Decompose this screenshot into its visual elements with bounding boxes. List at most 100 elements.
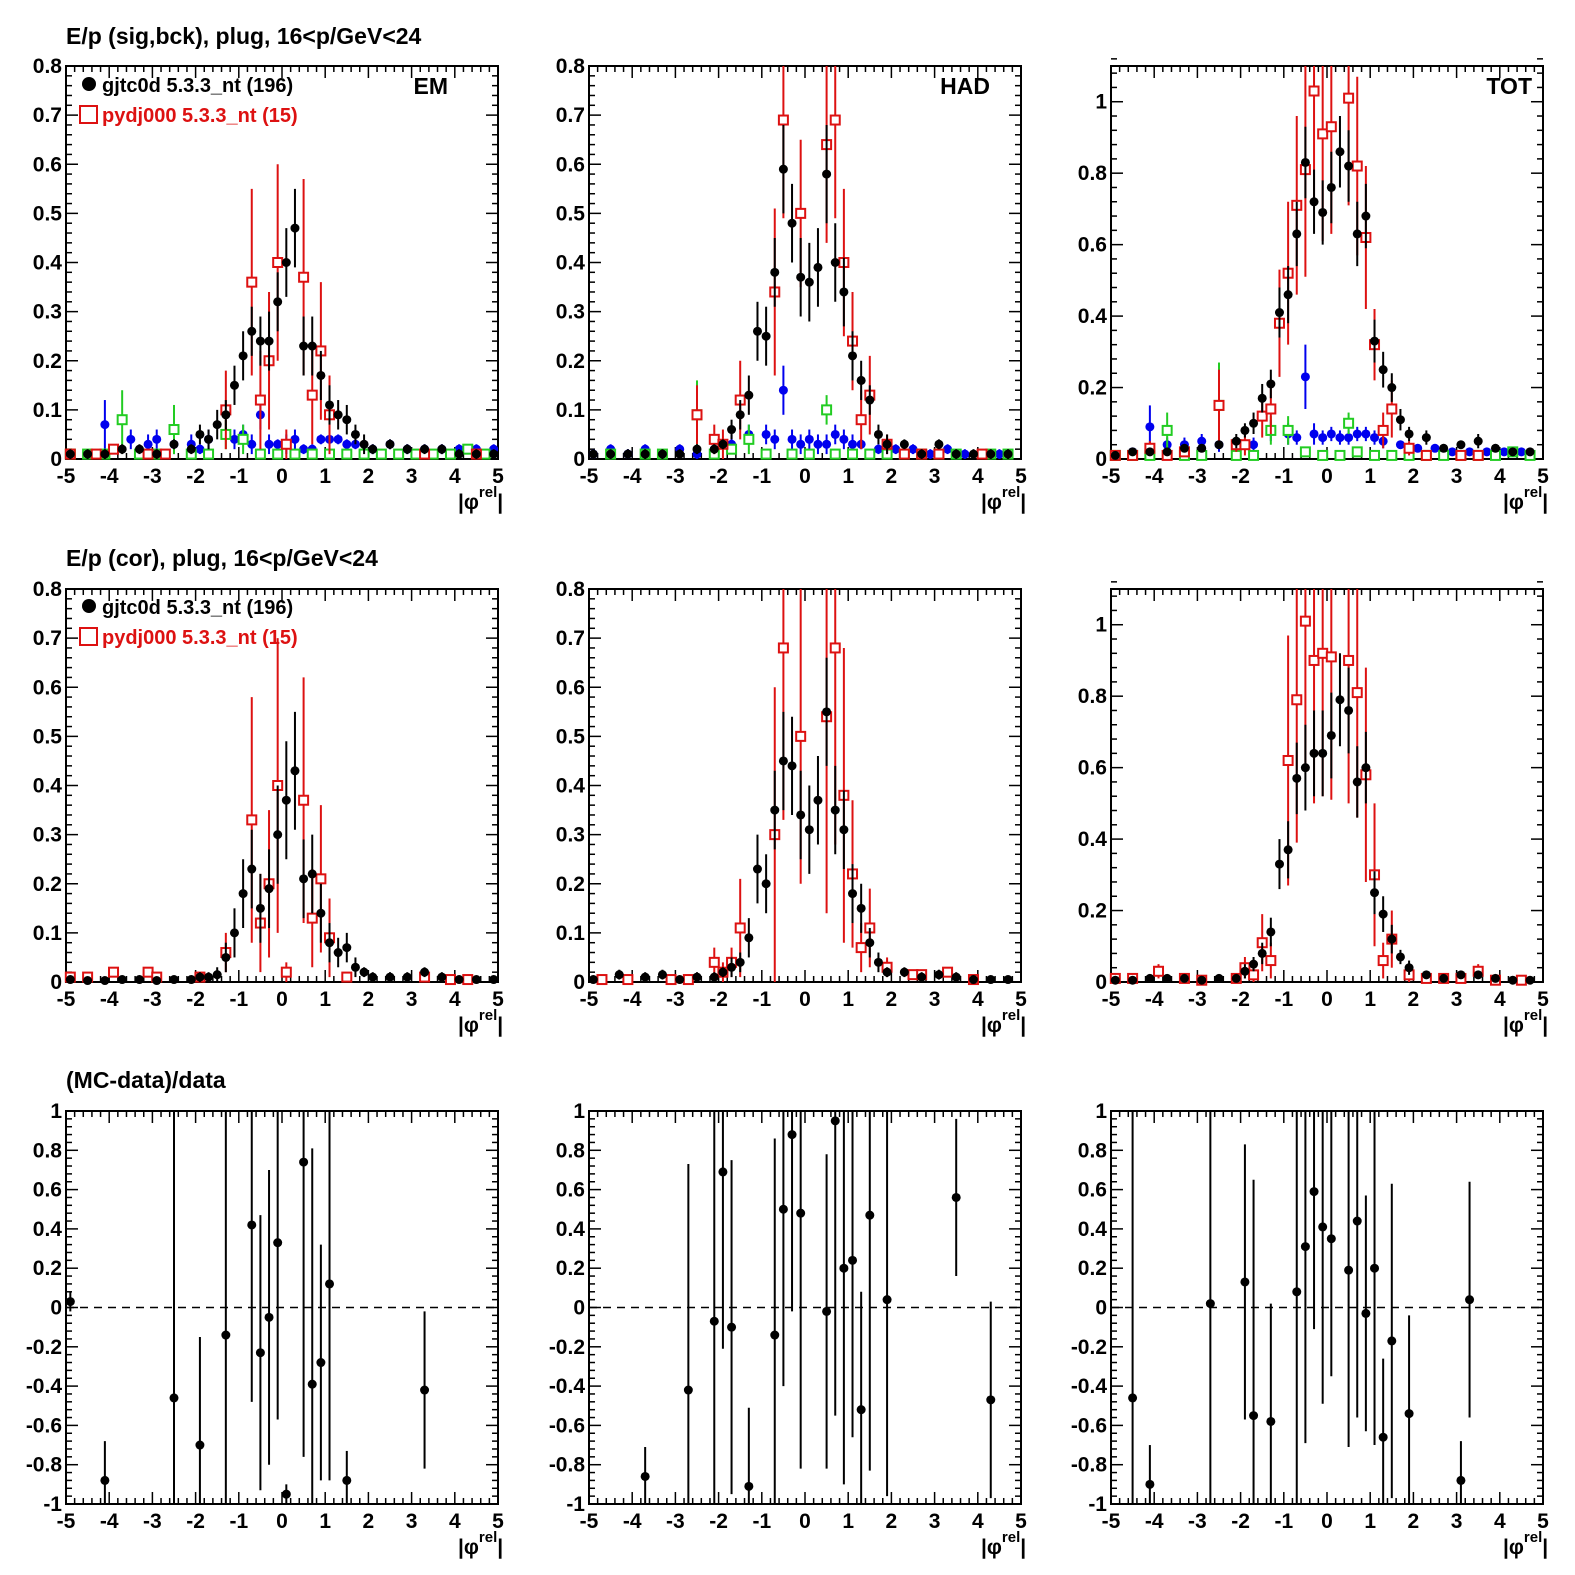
data-point [1413, 443, 1423, 453]
data-point [1490, 973, 1500, 983]
data-point [1447, 447, 1457, 457]
data-point [333, 948, 343, 958]
data-point [316, 434, 326, 444]
data-point [195, 1440, 205, 1450]
data-point [204, 434, 214, 444]
data-point [255, 1348, 265, 1358]
data-point [333, 410, 343, 420]
y-tick-label: -0.8 [549, 1454, 586, 1477]
x-tick-label: -5 [1102, 1510, 1121, 1533]
data-point [1248, 969, 1260, 981]
data-point [898, 448, 910, 460]
data-point [813, 439, 823, 449]
data-point [1404, 963, 1414, 973]
data-point [1352, 229, 1362, 239]
data-point [743, 433, 755, 445]
x-tick-label: -3 [1188, 988, 1207, 1011]
data-point [787, 1130, 797, 1140]
x-tick-label: -2 [709, 988, 728, 1011]
data-point [657, 970, 667, 980]
data-point [882, 967, 892, 977]
data-point [986, 975, 996, 985]
y-tick-label: 0.7 [33, 104, 62, 127]
x-tick-label: 1 [319, 988, 331, 1011]
data-point [341, 971, 353, 983]
y-tick-label: 1 [1095, 1100, 1107, 1123]
data-point [682, 974, 694, 986]
data-point [65, 1297, 75, 1307]
data-point [342, 1475, 352, 1485]
data-point [1370, 888, 1380, 898]
data-point [420, 967, 430, 977]
data-point [899, 439, 909, 449]
data-point [454, 449, 464, 459]
x-axis-label: |φrel| [1503, 1007, 1548, 1037]
data-point [281, 795, 291, 805]
x-tick-label: 4 [972, 988, 984, 1011]
x-tick-label: -4 [100, 988, 119, 1011]
x-tick-label: 3 [929, 988, 941, 1011]
data-point [803, 448, 815, 460]
data-point [727, 425, 737, 435]
data-point [1179, 973, 1189, 983]
x-tick-label: -3 [666, 465, 685, 488]
data-point [316, 370, 326, 380]
data-point [1351, 687, 1363, 699]
data-point [212, 420, 222, 430]
x-tick-label: -1 [1274, 1510, 1293, 1533]
data-point [744, 390, 754, 400]
data-point [709, 444, 719, 454]
data-point [1325, 651, 1337, 663]
x-tick-label: -3 [1188, 465, 1207, 488]
data-point [1430, 443, 1440, 453]
data-point [299, 1157, 309, 1167]
x-tick-label: -1 [1274, 465, 1293, 488]
data-point [385, 972, 395, 982]
data-point [856, 1405, 866, 1415]
series-0 [65, 711, 499, 986]
y-tick-label: 0.4 [33, 1218, 63, 1241]
x-tick-label: 4 [1494, 1510, 1506, 1533]
data-point [1309, 1187, 1319, 1197]
y-tick-label: 0.5 [33, 202, 63, 225]
data-point [830, 258, 840, 267]
data-point [1214, 440, 1224, 450]
data-point [273, 297, 283, 307]
data-point [134, 444, 144, 454]
legend-data-label: gjtc0d 5.3.3_nt (196) [102, 597, 293, 619]
data-point [856, 375, 866, 385]
y-tick-label: -0.6 [1071, 1414, 1107, 1437]
y-tick-label: 0.4 [33, 775, 63, 798]
series-0 [588, 124, 1013, 459]
data-point [960, 449, 970, 459]
data-point [683, 1385, 693, 1395]
data-point [238, 889, 248, 899]
y-tick-label: 0.8 [1078, 1139, 1108, 1162]
y-tick-label: 0.4 [1078, 1218, 1108, 1241]
data-point [1214, 973, 1224, 983]
legend-top: gjtc0d 5.3.3_nt (196) pydj000 5.3.3_nt (… [79, 75, 298, 127]
y-tick-label: -0.4 [26, 1375, 63, 1398]
data-point [65, 449, 75, 459]
x-tick-label: 3 [1451, 1510, 1463, 1533]
x-tick-label: 3 [406, 1510, 418, 1533]
panel-tag-tot: TOT [1486, 73, 1532, 99]
data-point [1317, 128, 1329, 140]
panel-tag-em: EM [414, 73, 449, 99]
x-tick-label: 4 [449, 1510, 461, 1533]
data-point [1283, 845, 1293, 855]
data-point [255, 336, 265, 346]
data-point [100, 420, 110, 430]
legend-mc-marker [79, 627, 98, 646]
data-point [718, 1167, 728, 1177]
data-point [1335, 433, 1345, 443]
data-point [437, 444, 447, 454]
data-point [489, 449, 499, 459]
data-point [1197, 436, 1207, 446]
data-point [1249, 959, 1259, 969]
x-tick-label: -4 [1145, 1510, 1164, 1533]
data-point [1003, 975, 1013, 985]
x-tick-label: 5 [1015, 465, 1027, 488]
x-tick-label: 2 [363, 1510, 375, 1533]
data-point [489, 975, 499, 985]
